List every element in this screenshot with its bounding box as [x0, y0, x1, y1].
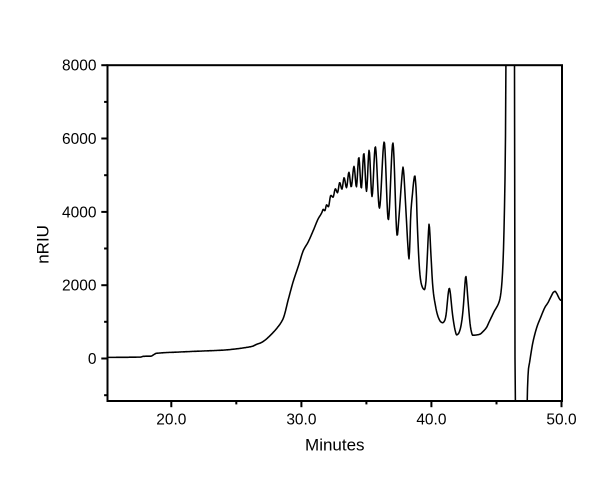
svg-text:0: 0 — [88, 351, 97, 368]
svg-text:8000: 8000 — [62, 58, 97, 75]
svg-text:20.0: 20.0 — [156, 412, 187, 429]
svg-text:40.0: 40.0 — [416, 412, 447, 429]
svg-text:Minutes: Minutes — [305, 436, 365, 455]
svg-text:6000: 6000 — [62, 131, 97, 148]
svg-text:2000: 2000 — [62, 278, 97, 295]
svg-text:50.0: 50.0 — [546, 412, 577, 429]
svg-text:30.0: 30.0 — [286, 412, 317, 429]
svg-text:nRIU: nRIU — [34, 225, 53, 264]
svg-text:4000: 4000 — [62, 204, 97, 221]
